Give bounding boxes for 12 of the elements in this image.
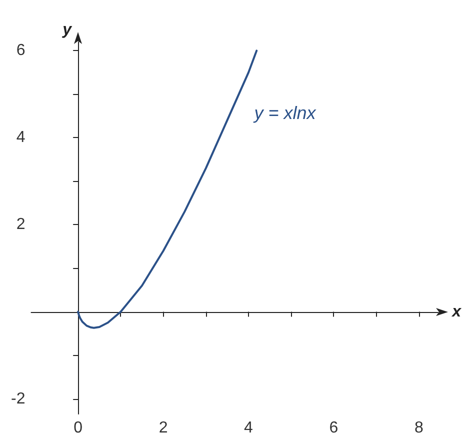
y-tick-label: -2 [10,390,26,408]
x-tick-label: 8 [414,420,424,436]
y-tick-label: 4 [16,129,26,146]
y-axis-title: y [62,22,73,38]
y-tick-label: 6 [16,42,26,60]
y-tick-label: 2 [16,216,26,234]
x-axis-title: x [451,303,462,320]
x-tick-label: 0 [74,420,83,436]
x-tick-label: 6 [329,420,338,436]
x-tick-label: 2 [158,420,168,436]
annotation: y = xlnx [252,103,317,123]
x-tick-label: 4 [244,420,254,436]
